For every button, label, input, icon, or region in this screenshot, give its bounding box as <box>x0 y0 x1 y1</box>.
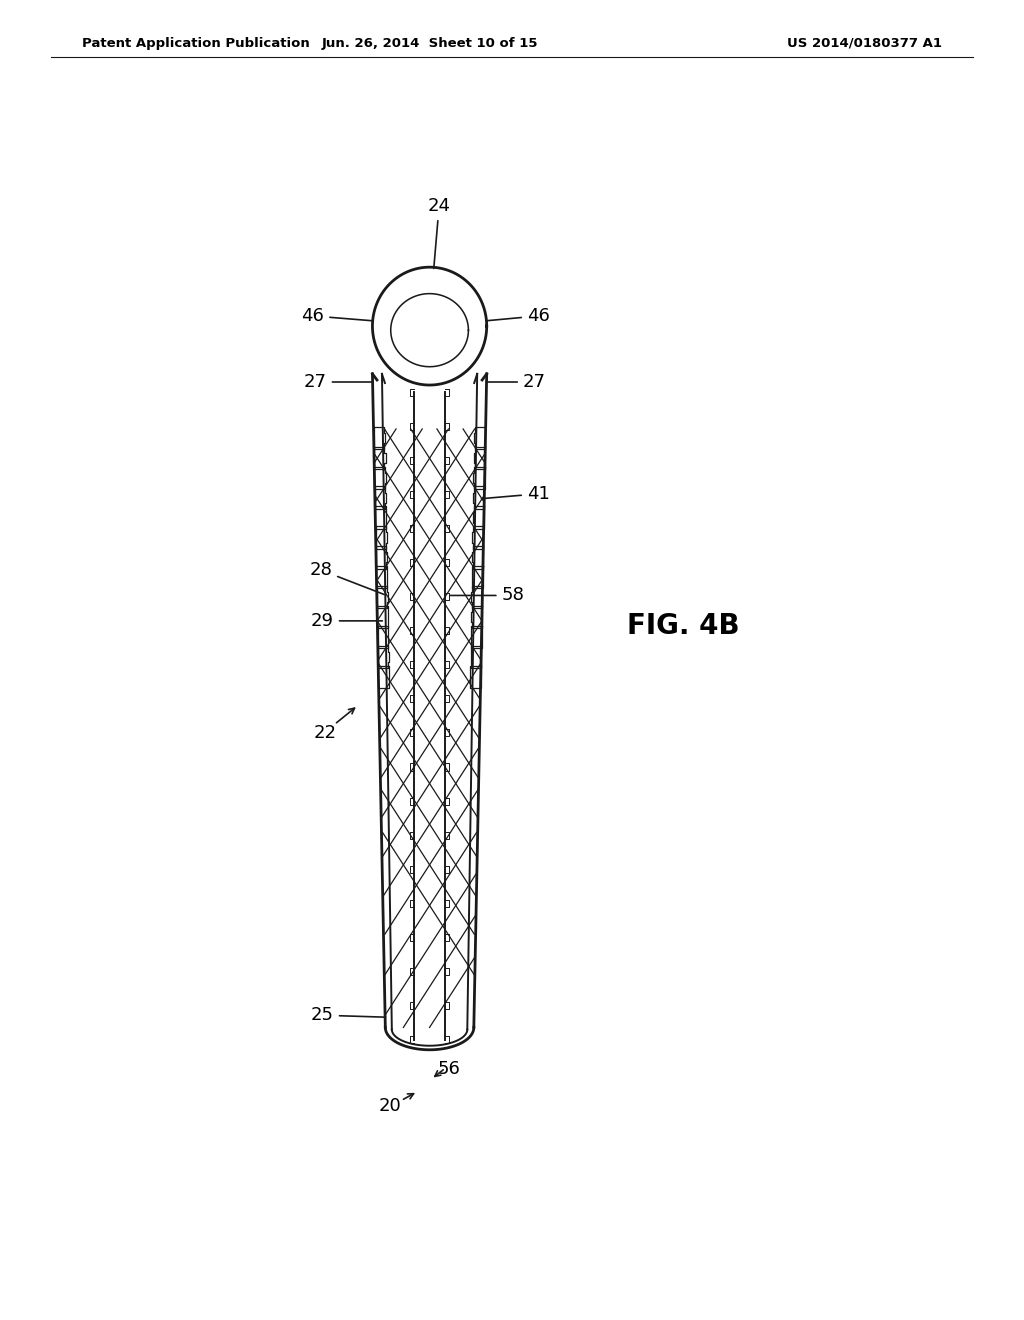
Text: 41: 41 <box>481 484 550 503</box>
Text: Jun. 26, 2014  Sheet 10 of 15: Jun. 26, 2014 Sheet 10 of 15 <box>322 37 539 50</box>
Text: 29: 29 <box>311 612 382 630</box>
Text: 58: 58 <box>450 586 524 605</box>
Text: 56: 56 <box>438 1060 461 1078</box>
Text: 28: 28 <box>309 561 384 594</box>
Text: 46: 46 <box>486 308 550 325</box>
Text: FIG. 4B: FIG. 4B <box>628 612 739 640</box>
Text: 24: 24 <box>428 197 451 268</box>
Text: 27: 27 <box>486 374 546 391</box>
Text: 22: 22 <box>313 723 336 742</box>
Text: US 2014/0180377 A1: US 2014/0180377 A1 <box>787 37 942 50</box>
Text: 20: 20 <box>379 1097 401 1114</box>
Text: 25: 25 <box>311 1006 385 1024</box>
Text: 46: 46 <box>301 308 373 325</box>
Text: 27: 27 <box>304 374 373 391</box>
Text: Patent Application Publication: Patent Application Publication <box>82 37 309 50</box>
